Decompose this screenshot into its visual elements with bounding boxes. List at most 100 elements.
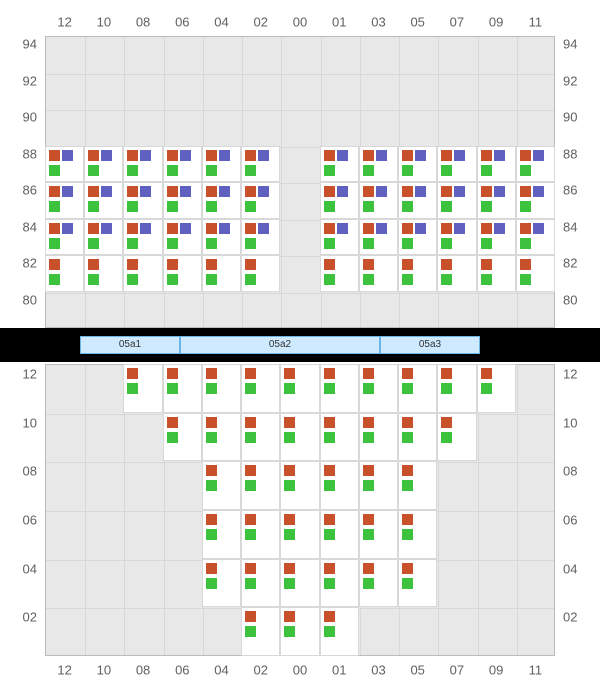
tab-05a1[interactable]: 05a1	[80, 336, 180, 354]
cell-84-08[interactable]	[123, 219, 162, 256]
cell-86-06[interactable]	[163, 182, 202, 219]
cell-10-04[interactable]	[202, 413, 241, 462]
cell-88-01[interactable]	[320, 146, 359, 183]
cell-82-09[interactable]	[477, 255, 516, 292]
cell-06-03[interactable]	[359, 510, 398, 559]
cell-12-01[interactable]	[320, 364, 359, 413]
cell-82-07[interactable]	[437, 255, 476, 292]
cell-82-01[interactable]	[320, 255, 359, 292]
cell-06-00[interactable]	[280, 510, 319, 559]
cell-12-05[interactable]	[398, 364, 437, 413]
cell-84-06[interactable]	[163, 219, 202, 256]
cell-88-11[interactable]	[516, 146, 555, 183]
cell-12-06[interactable]	[163, 364, 202, 413]
cell-10-07[interactable]	[437, 413, 476, 462]
cell-88-04[interactable]	[202, 146, 241, 183]
cell-82-12[interactable]	[45, 255, 84, 292]
cell-06-01[interactable]	[320, 510, 359, 559]
cell-06-04[interactable]	[202, 510, 241, 559]
cell-84-09[interactable]	[477, 219, 516, 256]
cell-86-05[interactable]	[398, 182, 437, 219]
cell-12-09[interactable]	[477, 364, 516, 413]
cell-84-02[interactable]	[241, 219, 280, 256]
cell-08-03[interactable]	[359, 461, 398, 510]
cell-84-12[interactable]	[45, 219, 84, 256]
cell-86-11[interactable]	[516, 182, 555, 219]
axis-tick: 12	[563, 367, 577, 382]
cell-86-08[interactable]	[123, 182, 162, 219]
cell-82-03[interactable]	[359, 255, 398, 292]
axis-tick: 09	[489, 663, 503, 678]
tab-05a2[interactable]: 05a2	[180, 336, 380, 354]
cell-10-01[interactable]	[320, 413, 359, 462]
cell-86-01[interactable]	[320, 182, 359, 219]
cell-10-06[interactable]	[163, 413, 202, 462]
cell-04-01[interactable]	[320, 559, 359, 608]
cell-82-10[interactable]	[84, 255, 123, 292]
cell-02-01[interactable]	[320, 607, 359, 656]
cell-88-03[interactable]	[359, 146, 398, 183]
cell-84-03[interactable]	[359, 219, 398, 256]
cell-86-10[interactable]	[84, 182, 123, 219]
cell-08-05[interactable]	[398, 461, 437, 510]
cell-12-02[interactable]	[241, 364, 280, 413]
cell-10-00[interactable]	[280, 413, 319, 462]
cell-82-04[interactable]	[202, 255, 241, 292]
cell-86-12[interactable]	[45, 182, 84, 219]
cell-88-07[interactable]	[437, 146, 476, 183]
cell-04-03[interactable]	[359, 559, 398, 608]
cell-04-00[interactable]	[280, 559, 319, 608]
axis-tick: 00	[293, 15, 307, 30]
cell-86-07[interactable]	[437, 182, 476, 219]
cell-84-10[interactable]	[84, 219, 123, 256]
cell-12-07[interactable]	[437, 364, 476, 413]
cell-08-04[interactable]	[202, 461, 241, 510]
axis-tick: 86	[563, 183, 577, 198]
cell-12-03[interactable]	[359, 364, 398, 413]
cell-02-02[interactable]	[241, 607, 280, 656]
cell-88-05[interactable]	[398, 146, 437, 183]
cell-84-05[interactable]	[398, 219, 437, 256]
cell-08-00[interactable]	[280, 461, 319, 510]
cell-04-04[interactable]	[202, 559, 241, 608]
cell-10-03[interactable]	[359, 413, 398, 462]
cell-04-05[interactable]	[398, 559, 437, 608]
cell-08-02[interactable]	[241, 461, 280, 510]
cell-86-09[interactable]	[477, 182, 516, 219]
cell-84-04[interactable]	[202, 219, 241, 256]
cell-08-01[interactable]	[320, 461, 359, 510]
cell-88-12[interactable]	[45, 146, 84, 183]
cell-06-02[interactable]	[241, 510, 280, 559]
cell-86-04[interactable]	[202, 182, 241, 219]
axis-tick: 06	[175, 15, 189, 30]
cell-88-06[interactable]	[163, 146, 202, 183]
cell-10-05[interactable]	[398, 413, 437, 462]
cell-82-11[interactable]	[516, 255, 555, 292]
cell-82-05[interactable]	[398, 255, 437, 292]
axis-tick: 80	[23, 292, 37, 307]
tab-05a3[interactable]: 05a3	[380, 336, 480, 354]
cell-84-01[interactable]	[320, 219, 359, 256]
cell-02-00[interactable]	[280, 607, 319, 656]
cell-12-00[interactable]	[280, 364, 319, 413]
cell-82-02[interactable]	[241, 255, 280, 292]
cell-84-07[interactable]	[437, 219, 476, 256]
cell-10-02[interactable]	[241, 413, 280, 462]
cell-88-02[interactable]	[241, 146, 280, 183]
axis-tick: 04	[214, 663, 228, 678]
cell-86-03[interactable]	[359, 182, 398, 219]
cell-82-08[interactable]	[123, 255, 162, 292]
cell-84-11[interactable]	[516, 219, 555, 256]
cell-12-04[interactable]	[202, 364, 241, 413]
cell-88-08[interactable]	[123, 146, 162, 183]
axis-tick: 05	[410, 663, 424, 678]
cell-88-10[interactable]	[84, 146, 123, 183]
axis-tick: 11	[529, 663, 543, 678]
cell-88-09[interactable]	[477, 146, 516, 183]
cell-04-02[interactable]	[241, 559, 280, 608]
cell-82-06[interactable]	[163, 255, 202, 292]
cell-06-05[interactable]	[398, 510, 437, 559]
cell-86-02[interactable]	[241, 182, 280, 219]
axis-tick: 84	[563, 219, 577, 234]
cell-12-08[interactable]	[123, 364, 162, 413]
